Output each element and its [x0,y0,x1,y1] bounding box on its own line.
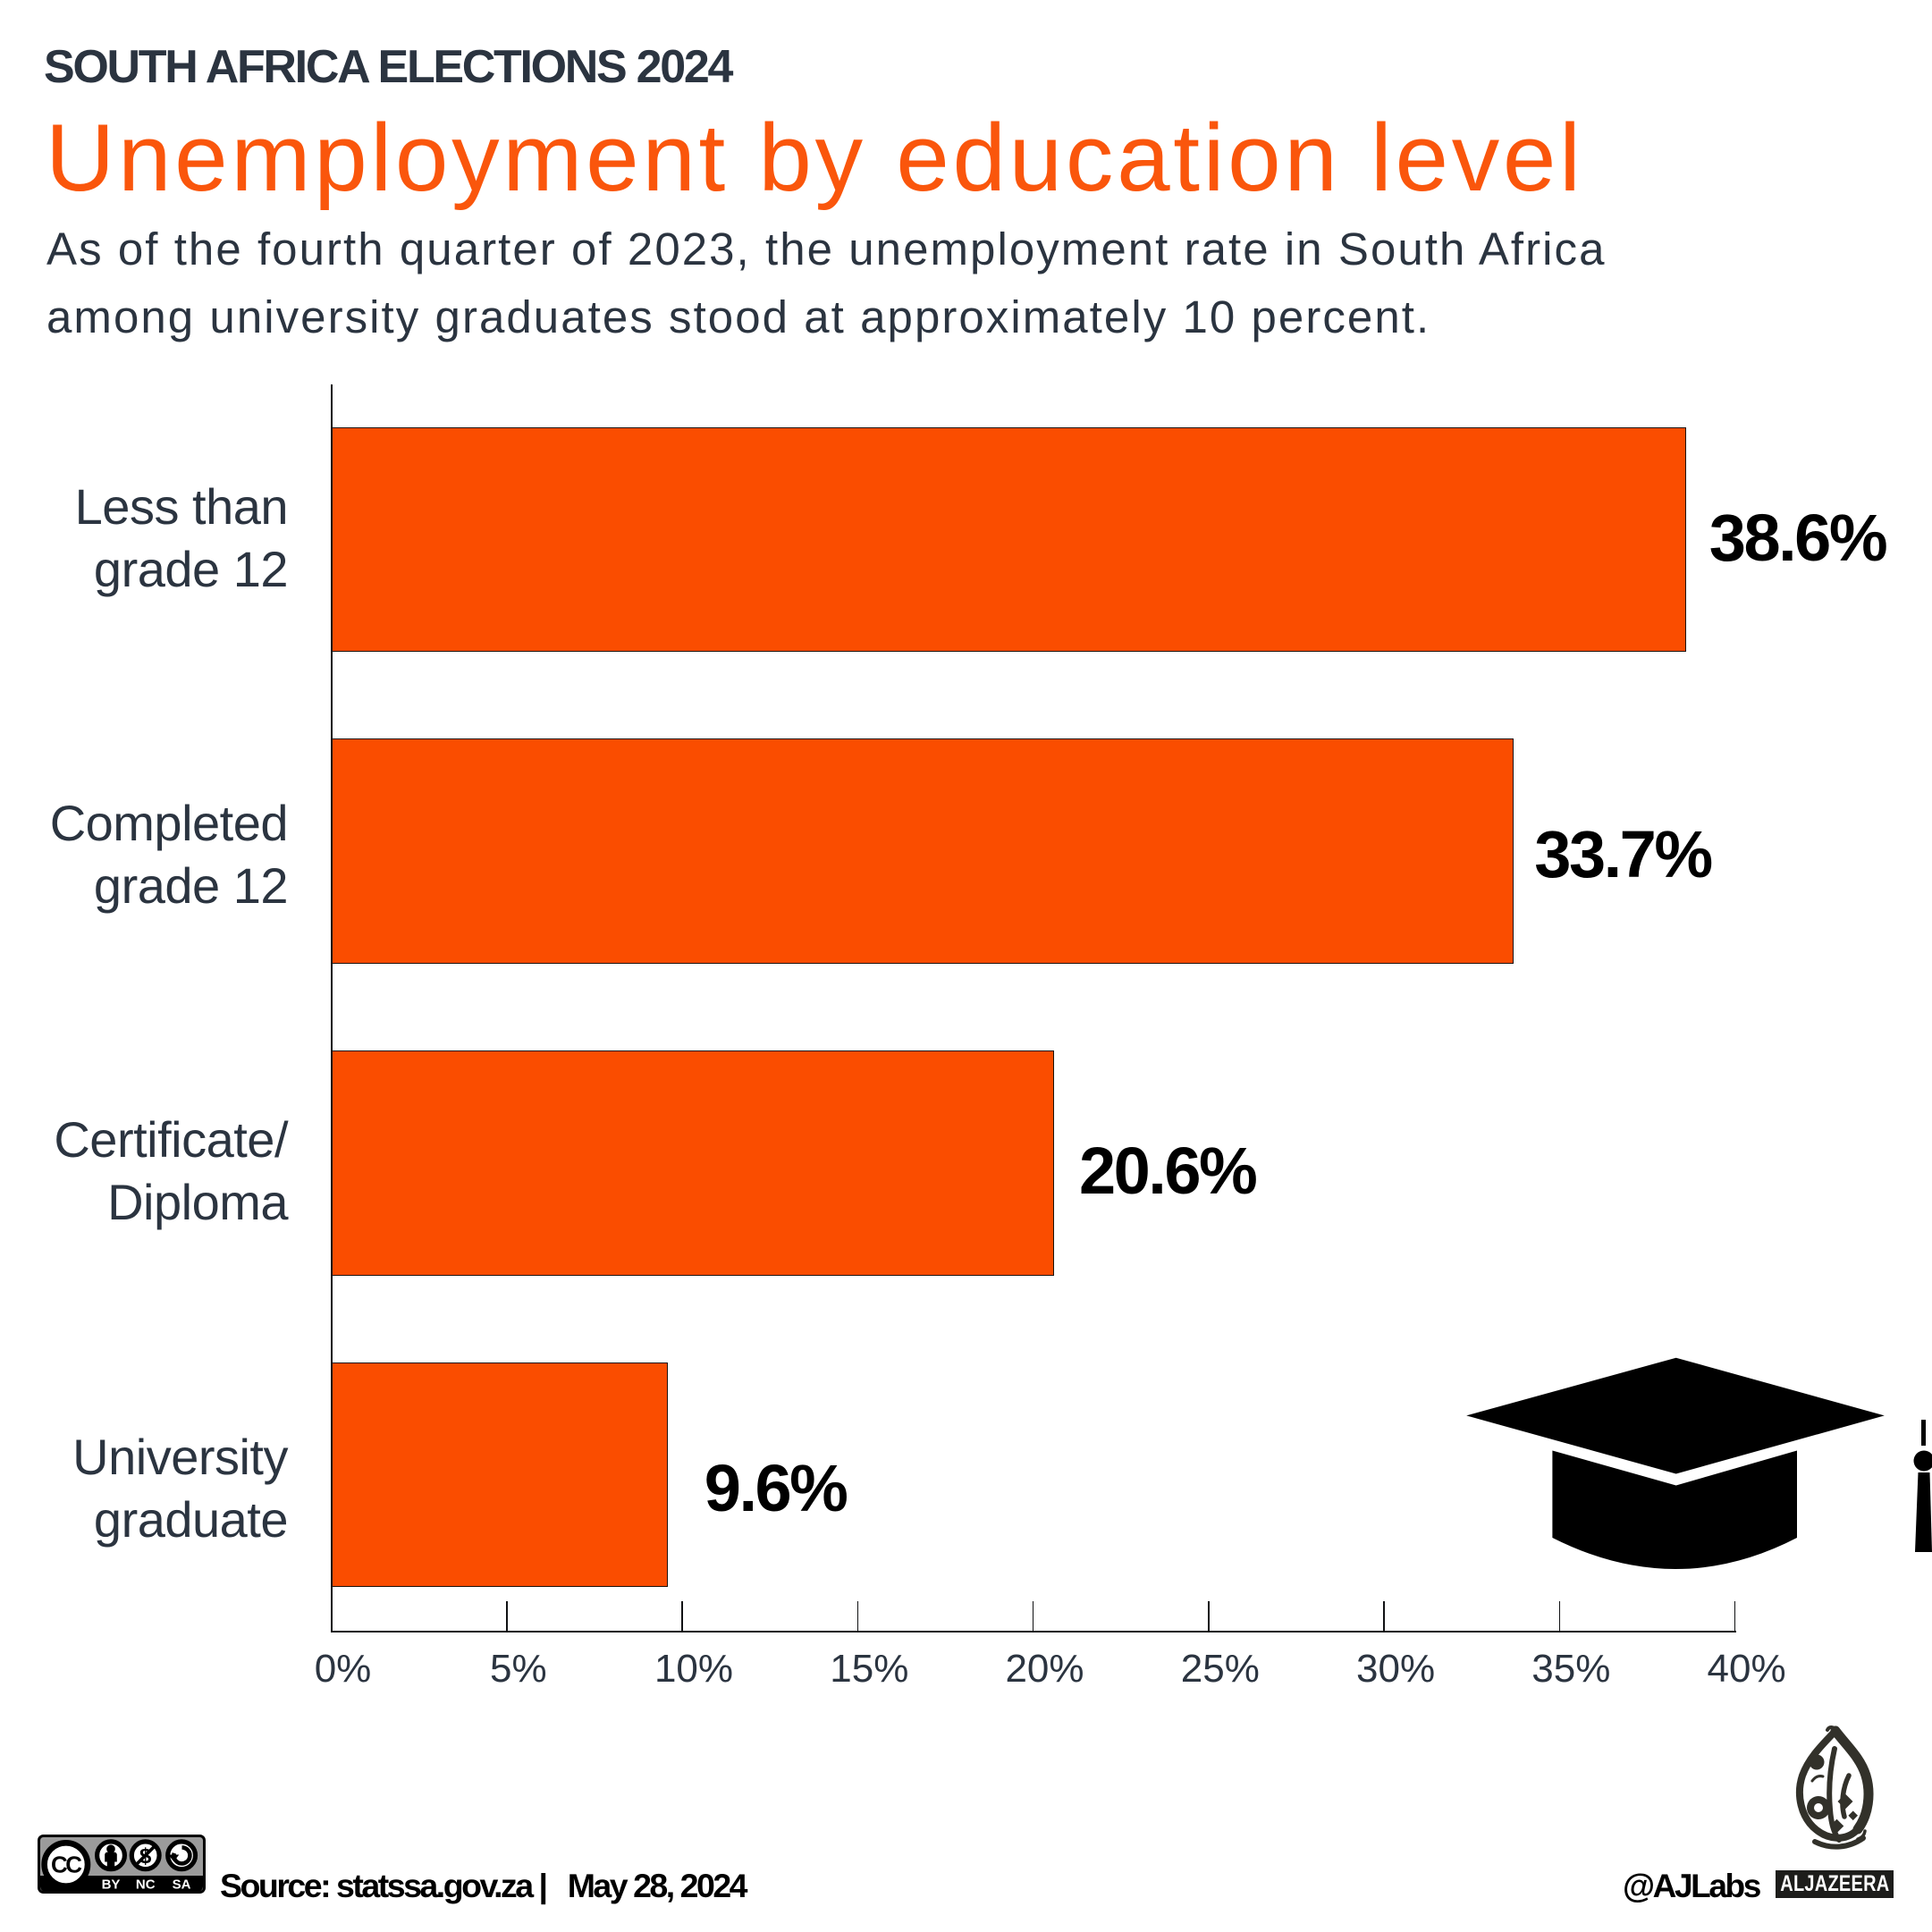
svg-text:CC: CC [51,1852,82,1878]
svg-text:BY: BY [102,1877,121,1893]
svg-text:NC: NC [136,1877,156,1893]
svg-text:SA: SA [173,1877,191,1893]
